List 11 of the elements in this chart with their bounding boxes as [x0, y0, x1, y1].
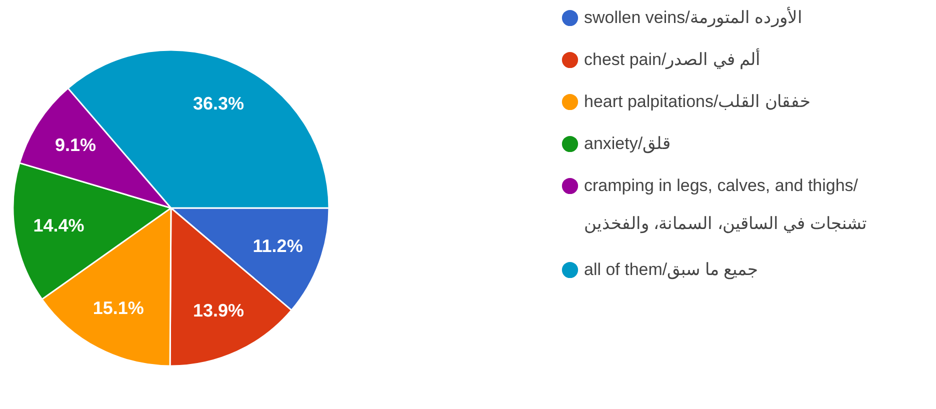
- legend-label: all of them/جميع ما سبق: [584, 260, 759, 280]
- data-label: 13.9%: [192, 300, 244, 320]
- data-label: 14.4%: [33, 216, 84, 236]
- legend-label: swollen veins/الأورده المتورمة: [584, 7, 803, 28]
- legend-label: anxiety/قلق: [584, 134, 671, 154]
- data-label: 9.1%: [55, 135, 96, 156]
- legend-label: heart palpitations/خفقان القلب: [584, 92, 811, 111]
- legend-label: chest pain/ألم في الصدر: [584, 48, 761, 70]
- data-label: 15.1%: [92, 298, 144, 318]
- data-label: 36.3%: [192, 94, 244, 114]
- data-label: 11.2%: [252, 236, 303, 256]
